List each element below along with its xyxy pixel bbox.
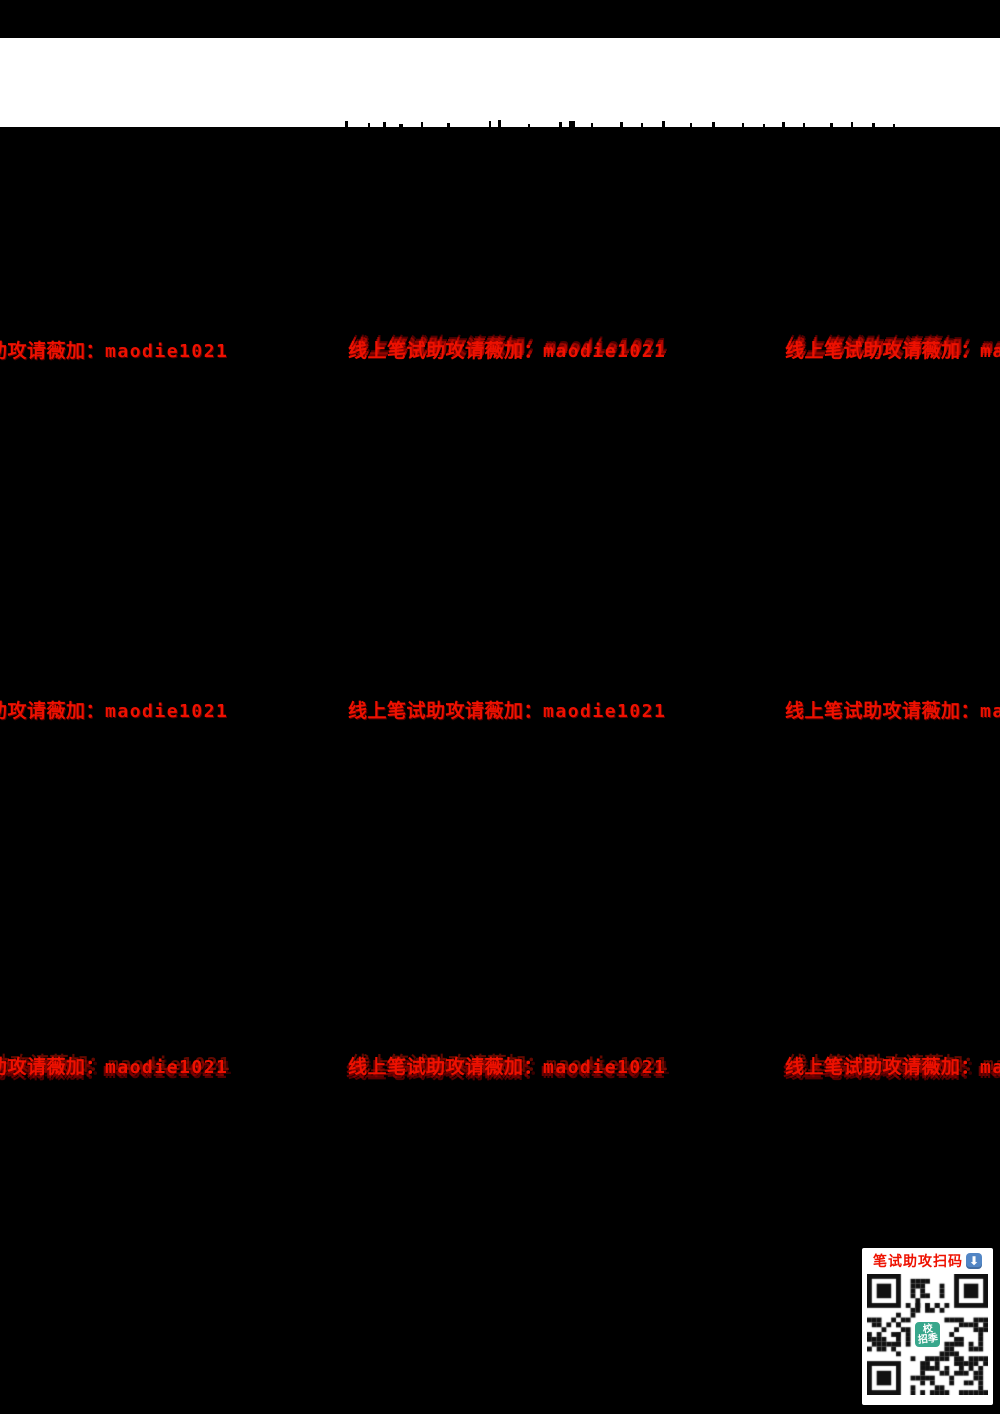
clipped-text-tick <box>447 123 450 127</box>
qr-center-logo: 校 招季 <box>913 1320 942 1349</box>
clipped-text-tick <box>690 123 692 127</box>
watermark-contact-id: maodie1021 <box>980 701 1000 722</box>
watermark-ad-text: 线上笔试助攻请薇加：maodie1021 <box>785 700 1000 723</box>
watermark-ad-text: 线上笔试助攻请薇加：maodie1021 <box>785 340 1000 363</box>
watermark-contact-id: maodie1021 <box>980 1057 1000 1078</box>
qr-code: 校 招季 <box>867 1274 988 1395</box>
watermark-contact-id: maodie1021 <box>543 701 667 722</box>
watermark-ad-text: 线上笔试助攻请薇加：maodie1021 <box>0 340 228 363</box>
watermark-ad-text: 线上笔试助攻请薇加：maodie1021 <box>348 340 666 363</box>
watermark-contact-id: maodie1021 <box>543 1057 667 1078</box>
watermark-contact-id: maodie1021 <box>105 701 229 722</box>
clipped-text-tick <box>662 121 665 127</box>
clipped-text-tick <box>569 121 575 127</box>
qr-panel: 笔试助攻扫码 ⬇ 校 招季 <box>862 1248 993 1405</box>
clipped-text-tick <box>345 121 348 127</box>
clipped-text-tick <box>830 123 833 127</box>
watermark-ad-text: 线上笔试助攻请薇加：maodie1021 <box>0 1056 228 1079</box>
watermark-cn-text: 线上笔试助攻请薇加： <box>348 700 544 722</box>
clipped-text-tick <box>763 124 765 127</box>
clipped-text-tick <box>591 123 593 127</box>
clipped-text-tick <box>399 124 403 127</box>
watermark-cn-text: 线上笔试助攻请薇加： <box>348 1056 544 1078</box>
watermark-cn-text: 线上笔试助攻请薇加： <box>0 700 106 722</box>
watermark-ad-text: 线上笔试助攻请薇加：maodie1021 <box>348 1056 666 1079</box>
clipped-text-tick <box>383 122 386 127</box>
clipped-text-tick <box>489 121 491 127</box>
watermark-contact-id: maodie1021 <box>105 341 229 362</box>
clipped-text-tick <box>620 122 623 127</box>
clipped-text-tick <box>421 122 423 127</box>
watermark-cn-text: 线上笔试助攻请薇加： <box>0 340 106 362</box>
qr-caption: 笔试助攻扫码 ⬇ <box>862 1251 993 1271</box>
watermark-ad-text: 线上笔试助攻请薇加：maodie1021 <box>348 700 666 723</box>
clipped-text-tick <box>803 123 805 127</box>
clipped-text-tick <box>368 123 370 127</box>
clipped-text-tick <box>528 124 530 127</box>
qr-logo-text-line2: 招季 <box>916 1332 938 1346</box>
clipped-text-tick <box>782 122 785 127</box>
watermark-cn-text: 线上笔试助攻请薇加： <box>785 340 981 362</box>
clipped-text-tick <box>559 122 562 127</box>
top-black-bar <box>0 0 1000 38</box>
clipped-text-tick <box>893 124 895 127</box>
clipped-text-tick <box>742 123 744 127</box>
blacked-out-content: 线上笔试助攻请薇加：maodie1021线上笔试助攻请薇加：maodie1021… <box>0 127 1000 1414</box>
qr-caption-text: 笔试助攻扫码 <box>873 1254 963 1270</box>
clipped-text-tick <box>851 122 853 127</box>
watermark-cn-text: 线上笔试助攻请薇加： <box>348 340 544 362</box>
watermark-contact-id: maodie1021 <box>105 1057 229 1078</box>
watermark-contact-id: maodie1021 <box>543 341 667 362</box>
header-band <box>0 38 1000 127</box>
download-arrow-icon: ⬇ <box>966 1253 982 1269</box>
watermark-cn-text: 线上笔试助攻请薇加： <box>0 1056 106 1078</box>
watermark-cn-text: 线上笔试助攻请薇加： <box>785 700 981 722</box>
clipped-text-tick <box>872 123 875 127</box>
watermark-ad-text: 线上笔试助攻请薇加：maodie1021 <box>785 1056 1000 1079</box>
watermark-ad-text: 线上笔试助攻请薇加：maodie1021 <box>0 700 228 723</box>
clipped-text-tick <box>712 122 715 127</box>
clipped-text-tick <box>641 123 643 127</box>
watermark-cn-text: 线上笔试助攻请薇加： <box>785 1056 981 1078</box>
watermark-contact-id: maodie1021 <box>980 341 1000 362</box>
clipped-text-tick <box>498 120 501 127</box>
